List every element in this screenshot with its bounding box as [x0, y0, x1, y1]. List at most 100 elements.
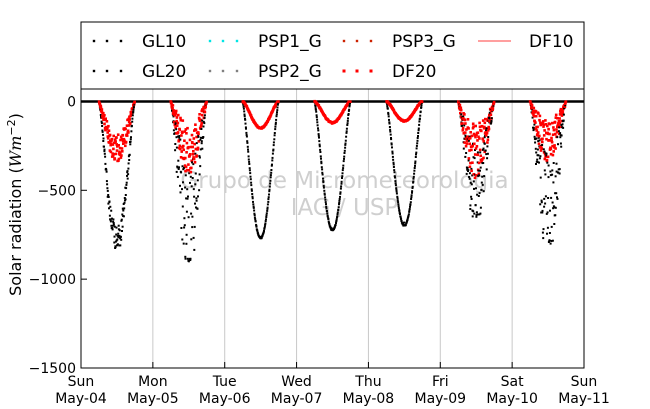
- data-point: [124, 144, 127, 148]
- data-point: [251, 197, 254, 200]
- data-point: [548, 239, 551, 242]
- data-point: [121, 225, 124, 228]
- data-point: [486, 157, 489, 160]
- data-point: [269, 174, 272, 177]
- data-point: [179, 138, 182, 141]
- data-point: [248, 169, 251, 172]
- data-point: [191, 145, 194, 149]
- data-point: [187, 216, 190, 219]
- data-point: [263, 229, 265, 232]
- data-point: [268, 190, 271, 193]
- data-point: [121, 213, 124, 216]
- data-point: [315, 110, 318, 113]
- data-point: [552, 181, 555, 184]
- data-point: [195, 197, 198, 200]
- data-point: [398, 210, 401, 213]
- data-point: [131, 114, 134, 117]
- data-point: [190, 185, 193, 188]
- data-point: [554, 132, 557, 136]
- data-point: [546, 132, 550, 136]
- data-point: [540, 211, 543, 214]
- data-point: [542, 125, 545, 128]
- legend-swatch: [355, 69, 359, 73]
- data-point: [252, 200, 254, 203]
- data-point: [477, 169, 480, 172]
- data-point: [472, 180, 475, 183]
- data-point: [492, 104, 495, 107]
- data-point: [487, 127, 491, 131]
- data-point: [111, 228, 114, 231]
- data-point: [472, 125, 475, 128]
- data-point: [392, 158, 395, 161]
- data-point: [316, 124, 319, 127]
- data-point: [188, 138, 192, 142]
- data-point: [100, 120, 103, 123]
- data-point: [414, 164, 416, 167]
- data-point: [481, 183, 484, 186]
- data-point: [172, 109, 175, 112]
- data-point: [478, 174, 481, 177]
- data-point: [387, 115, 390, 118]
- data-point: [195, 154, 199, 157]
- data-point: [130, 136, 132, 139]
- data-point: [537, 142, 541, 146]
- data-point: [472, 173, 476, 176]
- data-point: [533, 135, 536, 138]
- data-point: [547, 197, 550, 199]
- x-tick-label-day: Tue: [212, 374, 237, 390]
- data-point: [536, 148, 539, 151]
- data-point: [202, 136, 205, 138]
- data-point: [120, 147, 124, 150]
- data-point: [198, 113, 201, 116]
- data-point: [118, 153, 122, 156]
- data-point: [552, 126, 555, 129]
- data-point: [560, 145, 563, 148]
- data-point: [271, 163, 273, 166]
- data-point: [414, 162, 417, 165]
- data-point: [476, 139, 479, 142]
- data-point: [119, 135, 123, 139]
- data-point: [464, 134, 467, 137]
- data-point: [190, 133, 194, 137]
- data-point: [177, 138, 181, 142]
- data-point: [314, 104, 317, 107]
- data-point: [418, 123, 421, 126]
- data-point: [174, 112, 178, 115]
- data-point: [132, 110, 135, 113]
- data-point: [457, 101, 460, 105]
- data-point: [127, 124, 131, 127]
- data-point: [345, 135, 348, 138]
- data-point: [253, 209, 256, 212]
- data-point: [132, 111, 135, 114]
- data-point: [558, 117, 561, 120]
- data-point: [274, 128, 277, 131]
- data-point: [256, 232, 259, 235]
- data-point: [389, 130, 392, 133]
- data-point: [347, 113, 350, 115]
- data-point: [174, 123, 177, 126]
- data-point: [109, 220, 112, 223]
- data-point: [386, 103, 389, 106]
- data-point: [196, 207, 199, 210]
- data-point: [318, 143, 321, 146]
- legend-item: GL10: [92, 32, 186, 52]
- data-point: [119, 237, 122, 240]
- data-point: [473, 142, 476, 146]
- data-point: [397, 201, 400, 204]
- data-point: [204, 104, 207, 106]
- data-point: [554, 206, 557, 209]
- data-point: [195, 142, 198, 145]
- data-point: [396, 195, 399, 198]
- data-point: [484, 149, 487, 152]
- data-point: [478, 125, 482, 129]
- data-point: [554, 175, 557, 178]
- data-point: [464, 136, 467, 138]
- data-point: [181, 131, 184, 134]
- data-point: [178, 135, 181, 137]
- data-point: [549, 174, 552, 177]
- data-point: [260, 236, 263, 239]
- data-point: [407, 214, 410, 217]
- legend-swatch: [92, 39, 96, 43]
- data-point: [487, 136, 490, 138]
- legend-label: PSP3_G: [392, 32, 456, 52]
